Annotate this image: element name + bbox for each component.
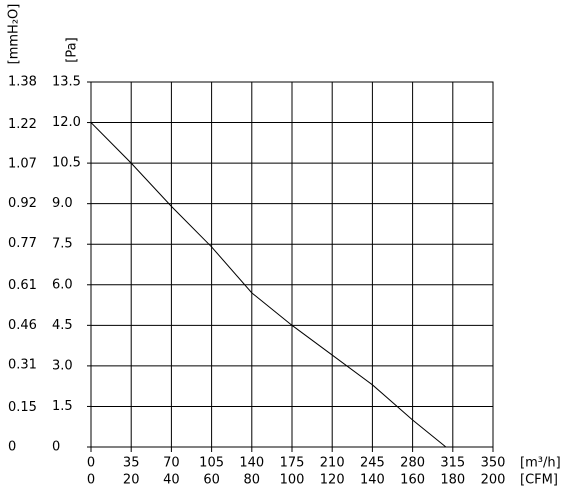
x2-tick-label: 0 <box>87 473 95 488</box>
y-tick-label: 12.0 <box>52 115 81 130</box>
y2-tick-label: 0.92 <box>8 196 37 211</box>
y-tick-label: 7.5 <box>52 237 73 252</box>
y-tick-label: 9.0 <box>52 196 73 211</box>
x-tick-label: 35 <box>123 456 140 471</box>
y2-tick-label: 0.15 <box>8 400 37 415</box>
x-axis-label: [m³/h] <box>520 456 561 471</box>
y2-tick-label: 0.61 <box>8 278 37 293</box>
y2-tick-label: 1.38 <box>8 75 37 90</box>
x-tick-label: 70 <box>163 456 180 471</box>
x-tick-label: 105 <box>199 456 224 471</box>
y2-axis-label: [mmH₂O] <box>7 4 22 65</box>
x-tick-label: 175 <box>280 456 305 471</box>
y2-tick-label: 1.07 <box>8 156 37 171</box>
y-tick-label: 10.5 <box>52 156 81 171</box>
x-tick-label: 0 <box>87 456 95 471</box>
x2-tick-label: 40 <box>163 473 180 488</box>
x2-tick-label: 120 <box>320 473 345 488</box>
x-tick-label: 210 <box>320 456 345 471</box>
x2-tick-label: 100 <box>280 473 305 488</box>
y2-tick-label: 0.46 <box>8 318 37 333</box>
y-tick-label: 0 <box>52 440 60 455</box>
y2-tick-label: 1.22 <box>8 117 37 132</box>
y-tick-label: 4.5 <box>52 318 73 333</box>
y-tick-label: 6.0 <box>52 277 73 292</box>
x2-tick-label: 20 <box>123 473 140 488</box>
x-tick-label: 280 <box>400 456 425 471</box>
x2-tick-label: 160 <box>400 473 425 488</box>
y-tick-label: 1.5 <box>52 399 73 414</box>
x2-tick-label: 200 <box>481 473 506 488</box>
y2-tick-label: 0.77 <box>8 236 37 251</box>
x2-tick-label: 80 <box>244 473 261 488</box>
curve <box>90 122 447 448</box>
x-tick-label: 315 <box>440 456 465 471</box>
y2-tick-label: 0.31 <box>8 358 37 373</box>
y-axis-label: [Pa] <box>65 37 80 62</box>
y2-tick-label: 0 <box>8 440 16 455</box>
x2-axis-label: [CFM] <box>520 473 558 488</box>
x2-tick-label: 60 <box>203 473 220 488</box>
x2-tick-label: 140 <box>360 473 385 488</box>
x-tick-label: 140 <box>239 456 264 471</box>
y-tick-label: 3.0 <box>52 358 73 373</box>
x-tick-label: 245 <box>360 456 385 471</box>
x-tick-label: 350 <box>481 456 506 471</box>
y-tick-label: 13.5 <box>52 75 81 90</box>
x2-tick-label: 180 <box>440 473 465 488</box>
